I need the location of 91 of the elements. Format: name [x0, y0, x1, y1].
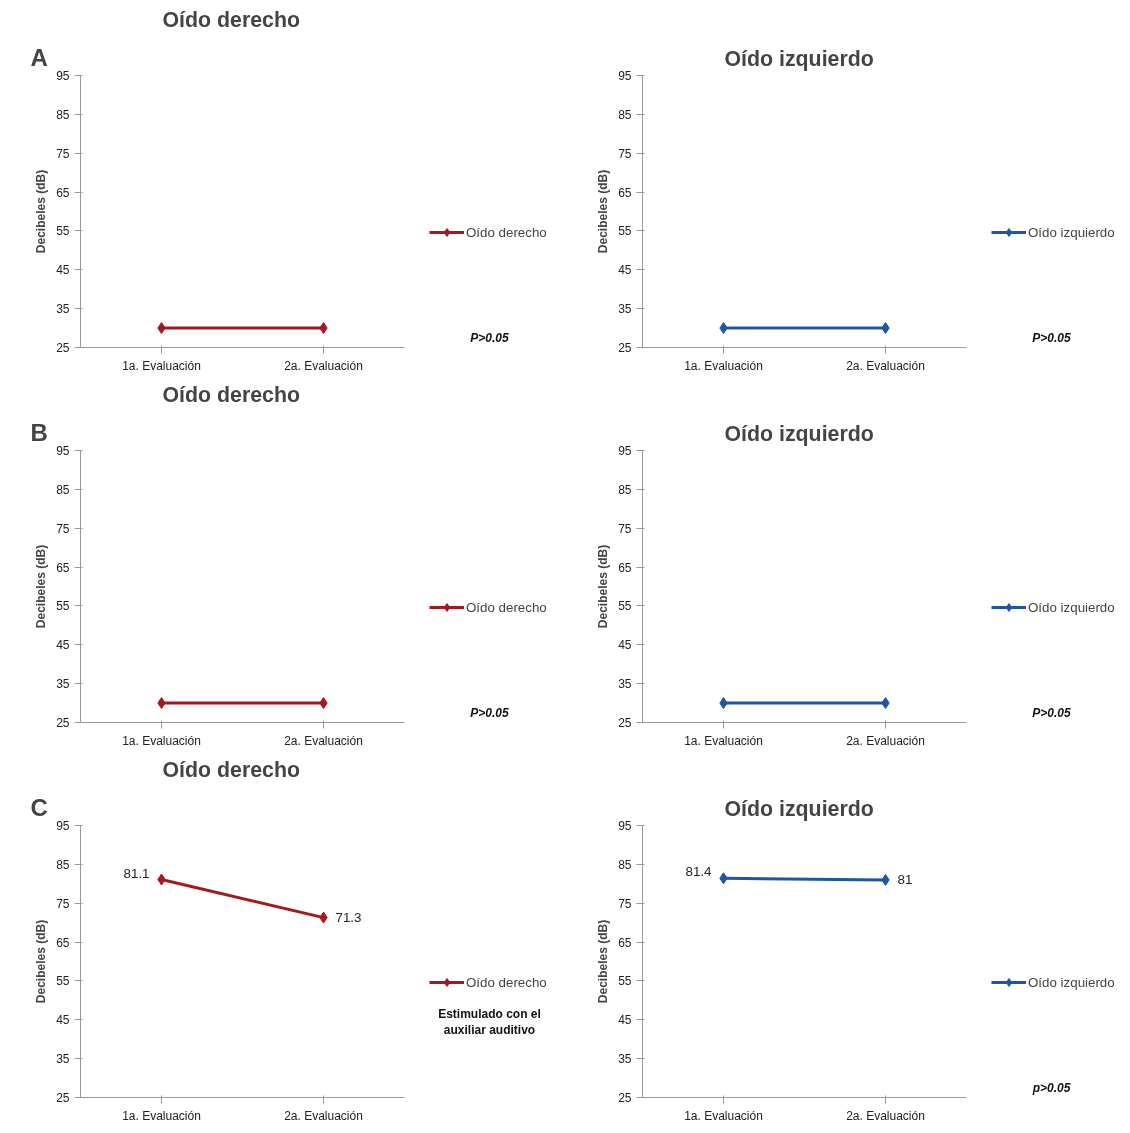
y-tick-label: 55 [618, 599, 632, 614]
y-tick-label: 35 [56, 1052, 70, 1067]
y-tick-label: 85 [618, 482, 632, 497]
y-tick-label: 35 [618, 677, 632, 692]
chart-title: Oído derecho [162, 7, 300, 32]
y-tick-label: 75 [618, 521, 632, 536]
x-tick-label: 2a. Evaluación [846, 1108, 925, 1123]
chart-title: Oído derecho [162, 382, 300, 407]
x-tick-label: 2a. Evaluación [846, 733, 925, 748]
y-tick-label: 45 [56, 263, 70, 278]
y-tick-label: 95 [618, 444, 632, 458]
y-tick-label: 45 [56, 638, 70, 653]
legend-label: Oído izquierdo [1028, 974, 1115, 990]
y-tick-label: 85 [56, 482, 70, 497]
y-axis-title: Decibeles (dB) [596, 169, 611, 254]
x-tick-label: 1a. Evaluación [122, 1108, 201, 1123]
data-label: 81 [897, 872, 913, 888]
y-tick-label: 85 [56, 857, 70, 872]
y-tick-label: 55 [618, 224, 632, 239]
x-tick-label: 2a. Evaluación [846, 358, 925, 373]
x-tick-label: 2a. Evaluación [284, 358, 363, 373]
text: P>0.05 [470, 705, 510, 720]
y-tick-label: 25 [618, 716, 632, 730]
y-tick-label: 25 [56, 341, 70, 355]
y-tick-label: 85 [618, 857, 632, 872]
y-axis-title: Decibeles (dB) [596, 919, 611, 1004]
y-tick-label: 45 [618, 263, 632, 278]
y-tick-label: 65 [56, 185, 70, 200]
y-tick-label: 35 [56, 302, 70, 317]
y-tick-label: 95 [618, 69, 632, 83]
y-tick-label: 25 [56, 1091, 70, 1105]
chart-title: Oído derecho [162, 757, 300, 782]
text: P>0.05 [1032, 330, 1072, 345]
y-tick-label: 25 [618, 341, 632, 355]
y-axis-title: Decibeles (dB) [596, 544, 611, 629]
y-tick-label: 95 [56, 69, 70, 83]
y-tick-label: 75 [56, 896, 70, 911]
y-tick-label: 35 [618, 1052, 632, 1067]
text: P>0.05 [470, 330, 510, 345]
legend-label: Oído derecho [466, 599, 547, 615]
x-tick-label: 1a. Evaluación [122, 733, 201, 748]
x-tick-label: 2a. Evaluación [284, 733, 363, 748]
y-tick-label: 75 [618, 146, 632, 161]
data-label: 81.4 [685, 864, 713, 880]
x-tick-label: 1a. Evaluación [122, 358, 201, 373]
y-tick-label: 65 [56, 935, 70, 950]
y-axis-title: Decibeles (dB) [34, 544, 49, 629]
y-tick-label: 35 [618, 302, 632, 317]
y-tick-label: 75 [56, 521, 70, 536]
y-tick-label: 35 [56, 677, 70, 692]
y-tick-label: 95 [618, 819, 632, 833]
legend-label: Oído derecho [466, 224, 547, 240]
text: p>0.05 [1031, 1080, 1071, 1095]
x-tick-label: 1a. Evaluación [684, 733, 763, 748]
legend-label: Oído derecho [466, 974, 547, 990]
y-tick-label: 45 [618, 1013, 632, 1028]
y-tick-label: 55 [56, 224, 70, 239]
y-tick-label: 65 [618, 185, 632, 200]
y-tick-label: 65 [618, 935, 632, 950]
y-tick-label: 85 [618, 107, 632, 122]
text: C [30, 793, 48, 821]
y-tick-label: 75 [618, 896, 632, 911]
x-tick-label: 2a. Evaluación [284, 1108, 363, 1123]
data-label: 71.3 [335, 910, 362, 926]
y-tick-label: 55 [618, 974, 632, 989]
y-tick-label: 25 [56, 716, 70, 730]
y-tick-label: 25 [618, 1091, 632, 1105]
legend-label: Oído izquierdo [1028, 224, 1115, 240]
text: Estimulado con el auxiliar auditivo [438, 1006, 541, 1038]
y-tick-label: 85 [56, 107, 70, 122]
x-tick-label: 1a. Evaluación [684, 358, 763, 373]
chart-title: Oído izquierdo [724, 46, 874, 71]
chart-title: Oído izquierdo [724, 796, 874, 821]
data-label: 81.1 [123, 865, 150, 881]
y-tick-label: 65 [618, 560, 632, 575]
y-tick-label: 45 [56, 1013, 70, 1028]
text: B [30, 418, 48, 446]
y-tick-label: 55 [56, 599, 70, 614]
y-tick-label: 75 [56, 146, 70, 161]
legend-label: Oído izquierdo [1028, 599, 1115, 615]
x-tick-label: 1a. Evaluación [684, 1108, 763, 1123]
y-axis-title: Decibeles (dB) [34, 169, 49, 254]
y-tick-label: 55 [56, 974, 70, 989]
y-tick-label: 45 [618, 638, 632, 653]
y-tick-label: 95 [56, 444, 70, 458]
y-axis-title: Decibeles (dB) [34, 919, 49, 1004]
text: A [30, 43, 48, 71]
y-tick-label: 95 [56, 819, 70, 833]
y-tick-label: 65 [56, 560, 70, 575]
text: P>0.05 [1032, 705, 1072, 720]
chart-title: Oído izquierdo [724, 421, 874, 446]
